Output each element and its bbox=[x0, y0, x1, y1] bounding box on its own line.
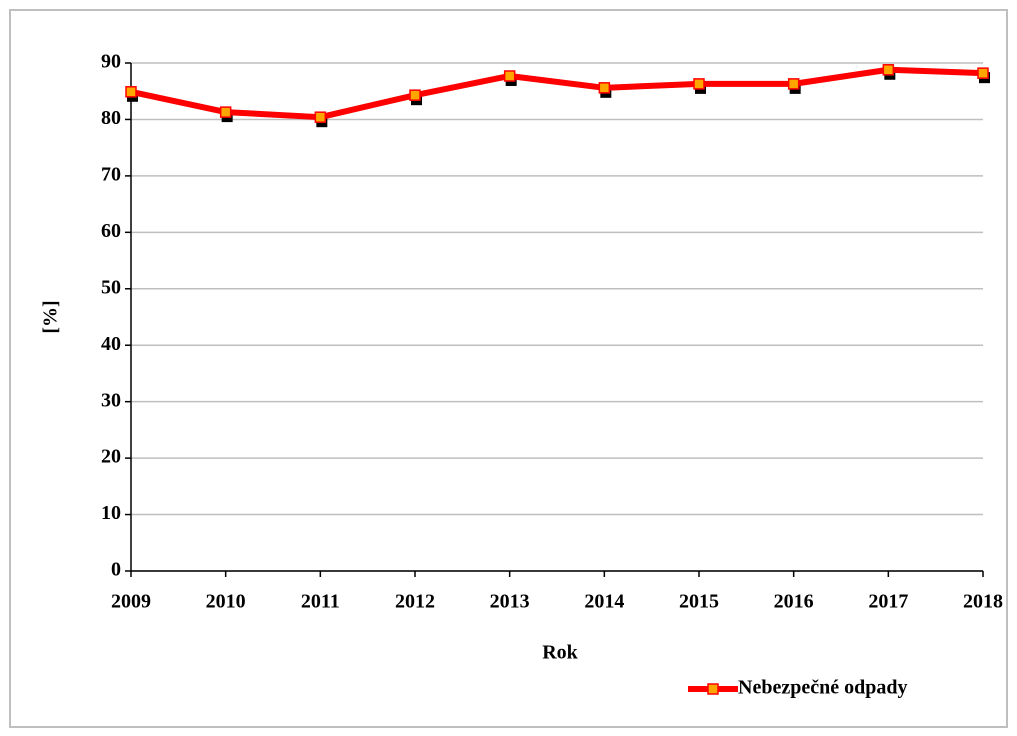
marker bbox=[219, 106, 232, 118]
x-tick-label: 2018 bbox=[963, 591, 1003, 613]
x-tick-label: 2013 bbox=[490, 591, 530, 613]
chart-frame bbox=[9, 9, 1008, 728]
line-series bbox=[130, 66, 984, 121]
y-tick-label: 30 bbox=[101, 389, 121, 411]
y-axis-label: [%] bbox=[40, 300, 62, 333]
y-tick-label: 80 bbox=[101, 107, 121, 129]
marker bbox=[314, 111, 327, 123]
x-tick-label: 2014 bbox=[584, 591, 624, 613]
legend-marker bbox=[707, 683, 719, 695]
x-tick-label: 2015 bbox=[679, 591, 719, 613]
y-tick-label: 50 bbox=[101, 276, 121, 298]
marker bbox=[787, 78, 800, 90]
x-axis-label: Rok bbox=[542, 642, 578, 664]
legend-label: Nebezpečné odpady bbox=[738, 677, 907, 699]
x-tick-label: 2010 bbox=[206, 591, 246, 613]
marker bbox=[503, 70, 516, 82]
y-tick-label: 0 bbox=[111, 559, 121, 581]
y-tick-label: 90 bbox=[101, 51, 121, 73]
marker bbox=[125, 86, 137, 98]
marker bbox=[693, 78, 705, 90]
x-tick-label: 2017 bbox=[868, 591, 908, 613]
x-tick-label: 2016 bbox=[774, 591, 814, 613]
y-tick-label: 10 bbox=[101, 502, 121, 524]
marker bbox=[409, 89, 421, 101]
x-tick-label: 2009 bbox=[111, 591, 151, 613]
x-tick-label: 2012 bbox=[395, 591, 435, 613]
y-tick-label: 70 bbox=[101, 163, 121, 185]
y-tick-label: 20 bbox=[101, 446, 121, 468]
y-tick-label: 40 bbox=[101, 333, 121, 355]
marker bbox=[977, 67, 989, 79]
marker bbox=[882, 64, 895, 76]
y-tick-label: 60 bbox=[101, 220, 121, 242]
marker bbox=[598, 82, 611, 94]
x-tick-label: 2011 bbox=[301, 591, 340, 613]
